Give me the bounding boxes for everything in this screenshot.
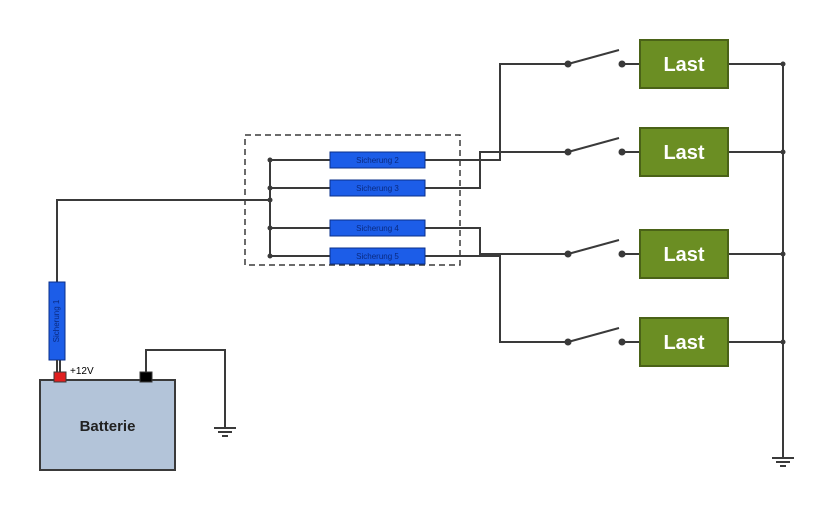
switch-lever: [568, 138, 619, 152]
junction-dot: [781, 150, 786, 155]
junction-dot: [268, 254, 273, 259]
junction-dot: [781, 340, 786, 345]
switch-contact-right: [619, 61, 626, 68]
fuse-panel: Sicherung 2 Sicherung 3 Sicherung 4 Sicheru…: [245, 135, 460, 265]
battery-voltage-label: +12V: [70, 366, 94, 377]
ground-symbol-2: [772, 458, 794, 466]
switch-1: [565, 50, 626, 68]
wire-load_return_bus: [728, 64, 783, 458]
wire-f4_out: [425, 228, 568, 254]
fuse-2-label: Sicherung 2: [356, 156, 399, 165]
load-2-label: Last: [663, 142, 704, 164]
ground-symbol-1: [214, 428, 236, 436]
junction-dot: [268, 198, 273, 203]
switch-4: [565, 328, 626, 346]
load-2: Last: [640, 128, 728, 176]
junction-dot: [268, 226, 273, 231]
fuse-3-label: Sicherung 3: [356, 184, 399, 193]
junction-dot: [268, 186, 273, 191]
battery-terminal-negative: [140, 372, 152, 382]
junction-dot: [781, 62, 786, 67]
switch-3: [565, 240, 626, 258]
switch-lever: [568, 50, 619, 64]
fuse-5-label: Sicherung 5: [356, 252, 399, 261]
load-1: Last: [640, 40, 728, 88]
switch-contact-right: [619, 251, 626, 258]
load-3-label: Last: [663, 244, 704, 266]
load-4: Last: [640, 318, 728, 366]
load-3: Last: [640, 230, 728, 278]
junction-dot: [268, 158, 273, 163]
battery-label: Batterie: [80, 418, 136, 435]
switch-lever: [568, 240, 619, 254]
switch-lever: [568, 328, 619, 342]
wire-mainfuse_top_to_bus: [57, 200, 270, 282]
junction-dot: [781, 252, 786, 257]
switch-contact-right: [619, 149, 626, 156]
wire-f5_out: [425, 256, 568, 342]
battery-terminal-positive: [54, 372, 66, 382]
switch-2: [565, 138, 626, 156]
wire-f2_out: [425, 64, 568, 160]
main-fuse-label: Sicherung 1: [52, 299, 61, 342]
load-4-label: Last: [663, 332, 704, 354]
wire-f3_out: [425, 152, 568, 188]
load-1-label: Last: [663, 54, 704, 76]
fuse-4-label: Sicherung 4: [356, 224, 399, 233]
switch-contact-right: [619, 339, 626, 346]
battery: Batterie +12V: [40, 366, 175, 470]
circuit-diagram: Batterie+12VSicherung 1Sicherung 2Sicher…: [0, 0, 820, 510]
main-fuse: Sicherung 1: [49, 282, 65, 372]
